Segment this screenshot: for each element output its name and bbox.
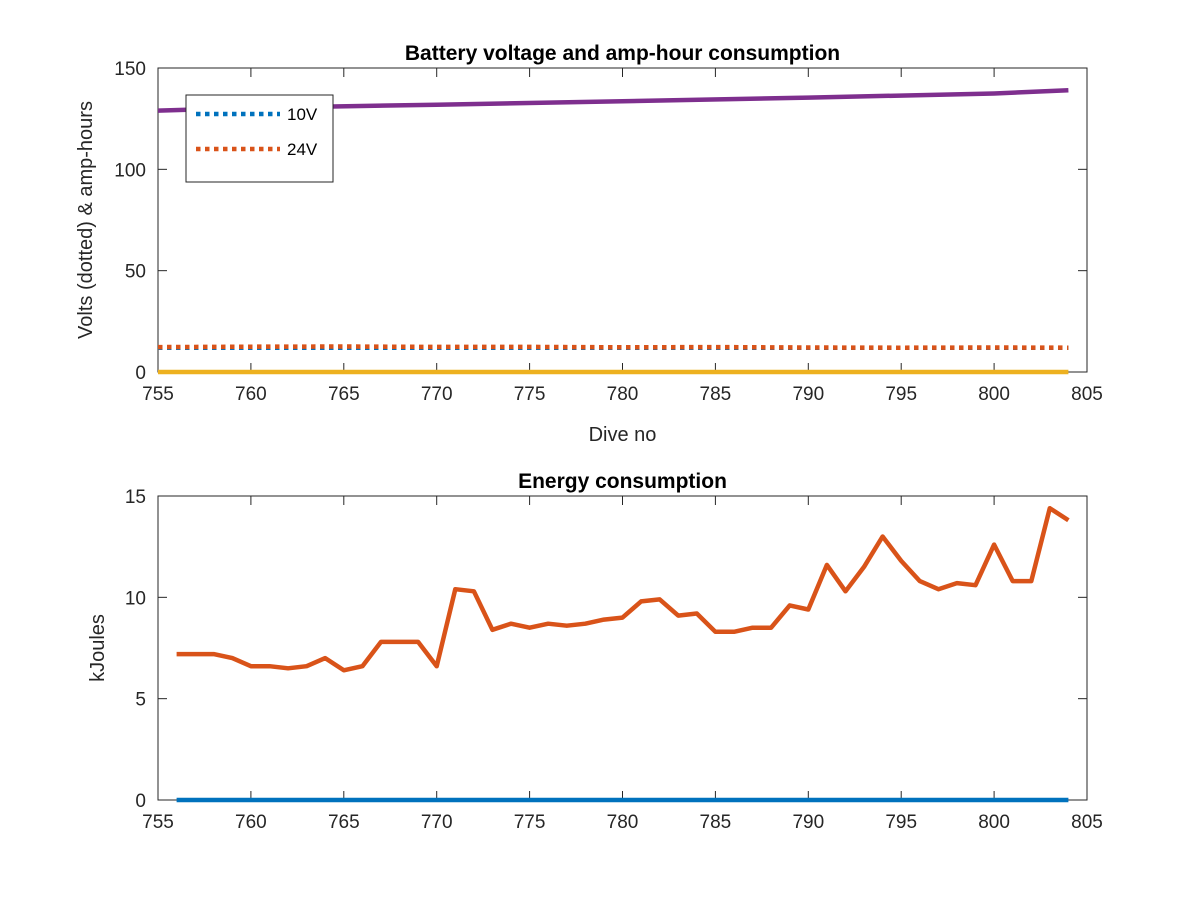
- legend-box: [185, 94, 334, 183]
- x-tick-label: 785: [700, 384, 732, 405]
- x-tick-label: 805: [1071, 812, 1103, 833]
- y-tick-label: 5: [135, 690, 146, 711]
- x-tick-label: 800: [978, 384, 1010, 405]
- x-tick-label: 785: [700, 812, 732, 833]
- plot-area: [157, 495, 1088, 801]
- x-tick-label: 760: [235, 384, 267, 405]
- series-line-24v: [157, 344, 1069, 350]
- y-tick-label: 150: [114, 59, 146, 80]
- x-tick-label: 780: [607, 812, 639, 833]
- chart-title: Energy consumption: [518, 470, 727, 493]
- legend-label-10v: 10V: [287, 105, 318, 124]
- x-tick-label: 760: [235, 812, 267, 833]
- x-tick-label: 770: [421, 812, 453, 833]
- y-tick-label: 0: [135, 791, 146, 812]
- series-line-2: [176, 505, 1070, 673]
- legend-label-24v: 24V: [287, 140, 318, 159]
- x-tick-label: 780: [607, 384, 639, 405]
- y-tick-label: 10: [125, 588, 146, 609]
- x-tick-label: 800: [978, 812, 1010, 833]
- x-tick-label: 755: [142, 384, 174, 405]
- x-tick-label: 775: [514, 384, 546, 405]
- x-tick-label: 795: [885, 384, 917, 405]
- y-tick-label: 100: [114, 160, 146, 181]
- y-tick-label: 50: [125, 262, 146, 283]
- x-tick-label: 755: [142, 812, 174, 833]
- x-tick-label: 770: [421, 384, 453, 405]
- x-tick-label: 790: [792, 812, 824, 833]
- x-tick-label: 805: [1071, 384, 1103, 405]
- top-axes: 755 760 765 770 775 780 785 790 795 800 805 0 50 100 1…: [75, 42, 1103, 446]
- chart-title: Battery voltage and amp-hour consumption: [405, 42, 840, 65]
- x-tick-label: 775: [514, 812, 546, 833]
- x-tick-label: 795: [885, 812, 917, 833]
- y-tick-label: 0: [135, 363, 146, 384]
- x-axis-label: Dive no: [589, 424, 657, 446]
- y-axis-label: Volts (dotted) & amp-hours: [75, 101, 97, 339]
- x-tick-label: 765: [328, 812, 360, 833]
- y-axis-label: kJoules: [87, 614, 109, 682]
- x-tick-label: 790: [792, 384, 824, 405]
- y-tick-label: 15: [125, 487, 146, 508]
- bottom-axes: 755 760 765 770 775 780 785 790 795 800 805 0 5 10 15 E…: [87, 470, 1103, 833]
- x-tick-label: 765: [328, 384, 360, 405]
